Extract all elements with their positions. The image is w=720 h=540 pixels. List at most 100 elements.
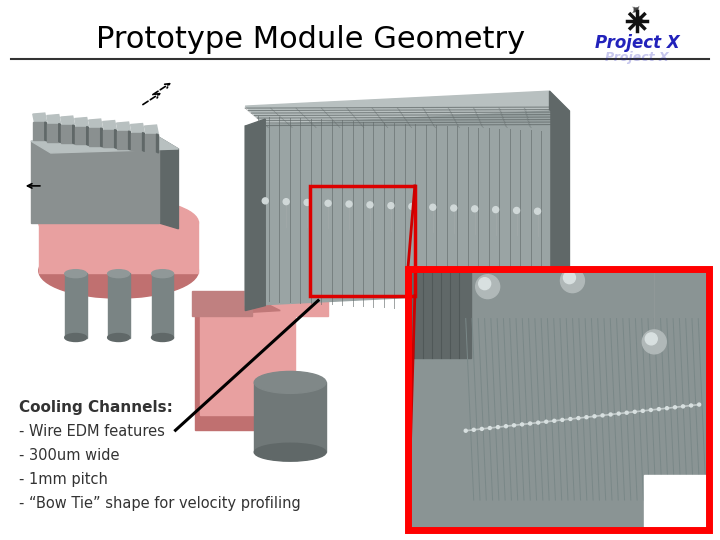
Text: Cooling Channels:: Cooling Channels: [19,400,173,415]
Text: - “Bow Tie” shape for velocity profiling: - “Bow Tie” shape for velocity profiling [19,496,301,511]
Circle shape [545,420,548,423]
Text: Prototype Module Geometry: Prototype Module Geometry [96,25,525,54]
Polygon shape [75,118,89,129]
Ellipse shape [151,334,174,341]
Text: - 300um wide: - 300um wide [19,448,120,463]
FancyBboxPatch shape [47,124,59,141]
Ellipse shape [254,443,326,461]
FancyBboxPatch shape [145,134,156,152]
Polygon shape [549,91,570,291]
Circle shape [513,207,520,213]
Ellipse shape [151,269,174,278]
Circle shape [430,204,436,210]
Ellipse shape [39,243,199,298]
Circle shape [262,198,269,204]
Polygon shape [143,132,145,152]
Circle shape [528,422,531,425]
Circle shape [505,425,508,428]
Circle shape [617,412,620,415]
Circle shape [649,408,652,411]
Ellipse shape [65,334,86,341]
FancyBboxPatch shape [200,306,295,415]
Circle shape [480,428,483,430]
Circle shape [577,416,580,420]
Circle shape [488,427,491,429]
Ellipse shape [39,198,199,248]
Polygon shape [130,124,145,134]
Circle shape [642,409,644,413]
FancyBboxPatch shape [248,161,328,315]
Circle shape [521,423,523,426]
Text: Project X: Project X [606,51,669,64]
Polygon shape [60,116,75,127]
Polygon shape [246,119,265,310]
Circle shape [472,428,475,431]
Polygon shape [33,113,47,124]
Circle shape [476,275,500,299]
Text: Project X: Project X [595,34,680,52]
Polygon shape [158,137,179,229]
FancyBboxPatch shape [89,128,101,146]
Circle shape [560,269,585,293]
Circle shape [625,411,629,414]
Circle shape [673,406,677,409]
Circle shape [325,200,331,206]
Polygon shape [59,124,60,143]
Polygon shape [31,137,179,153]
Polygon shape [89,119,103,130]
Ellipse shape [107,334,130,341]
Circle shape [553,419,556,422]
FancyBboxPatch shape [107,273,130,338]
Polygon shape [246,111,549,306]
Ellipse shape [254,372,326,393]
FancyBboxPatch shape [411,272,706,527]
Circle shape [642,330,666,354]
Polygon shape [86,126,89,145]
FancyBboxPatch shape [151,273,174,338]
Circle shape [561,418,564,421]
Circle shape [593,415,596,418]
Circle shape [304,199,310,205]
Polygon shape [73,125,75,144]
FancyBboxPatch shape [60,125,73,143]
Polygon shape [47,114,60,125]
Ellipse shape [199,293,298,325]
Circle shape [409,204,415,210]
Ellipse shape [252,149,332,177]
Circle shape [367,202,373,208]
Circle shape [665,407,668,410]
Circle shape [601,414,604,417]
Text: - Wire EDM features: - Wire EDM features [19,424,165,440]
Polygon shape [129,131,130,150]
FancyBboxPatch shape [75,126,86,145]
Polygon shape [45,122,47,141]
Circle shape [479,278,490,289]
Circle shape [534,208,541,214]
FancyBboxPatch shape [411,272,471,359]
Polygon shape [644,475,706,527]
FancyBboxPatch shape [33,122,45,140]
Text: - 1mm pitch: - 1mm pitch [19,472,108,487]
FancyBboxPatch shape [130,132,143,151]
Text: ✦: ✦ [629,2,647,21]
FancyBboxPatch shape [31,141,158,223]
Circle shape [609,413,612,416]
Circle shape [496,426,500,429]
Polygon shape [246,91,570,127]
Circle shape [451,205,456,211]
Circle shape [472,206,477,212]
Circle shape [346,201,352,207]
Circle shape [513,424,516,427]
FancyBboxPatch shape [39,221,199,273]
Circle shape [536,421,540,424]
FancyBboxPatch shape [192,291,252,315]
Circle shape [698,403,701,406]
FancyBboxPatch shape [117,131,129,149]
Circle shape [569,417,572,421]
FancyBboxPatch shape [195,310,290,430]
FancyBboxPatch shape [103,130,114,147]
Circle shape [388,202,394,208]
FancyBboxPatch shape [254,382,326,452]
Circle shape [657,408,660,410]
Circle shape [634,410,636,413]
